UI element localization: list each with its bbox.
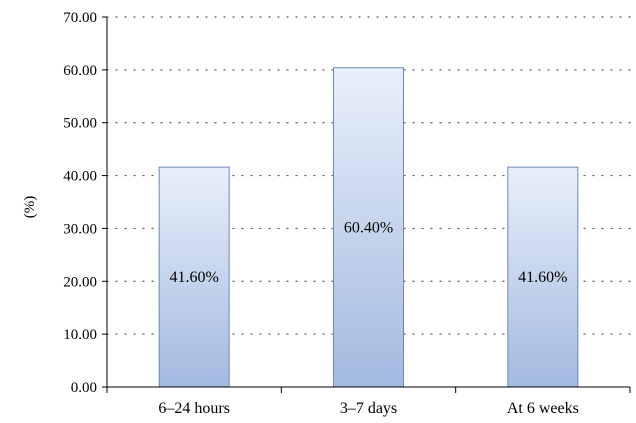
- y-axis-title: (%): [22, 196, 38, 219]
- data-label: 41.60%: [170, 269, 219, 286]
- y-tick-label: 50.00: [63, 116, 97, 132]
- bar: [333, 67, 404, 388]
- x-category-label: 3–7 days: [340, 400, 397, 417]
- data-label: 60.40%: [344, 219, 393, 236]
- x-category-label: 6–24 hours: [158, 400, 230, 417]
- labels: 0.00 10.00 20.00 30.00 40.00 50.00 60.00 70.00 4…: [63, 10, 579, 417]
- axes: [102, 16, 631, 393]
- y-tick-label: 30.00: [63, 221, 97, 237]
- x-category-label: At 6 weeks: [507, 400, 579, 417]
- y-tick-label: 0.00: [71, 380, 97, 396]
- bar: [158, 166, 230, 388]
- y-tick-label: 20.00: [63, 274, 97, 290]
- y-tick-label: 40.00: [63, 169, 97, 185]
- y-tick-label: 70.00: [63, 10, 97, 26]
- bars: [158, 67, 579, 388]
- data-label: 41.60%: [518, 269, 567, 286]
- y-tick-label: 60.00: [63, 63, 97, 79]
- y-tick-label: 10.00: [63, 327, 97, 343]
- bar: [507, 166, 579, 388]
